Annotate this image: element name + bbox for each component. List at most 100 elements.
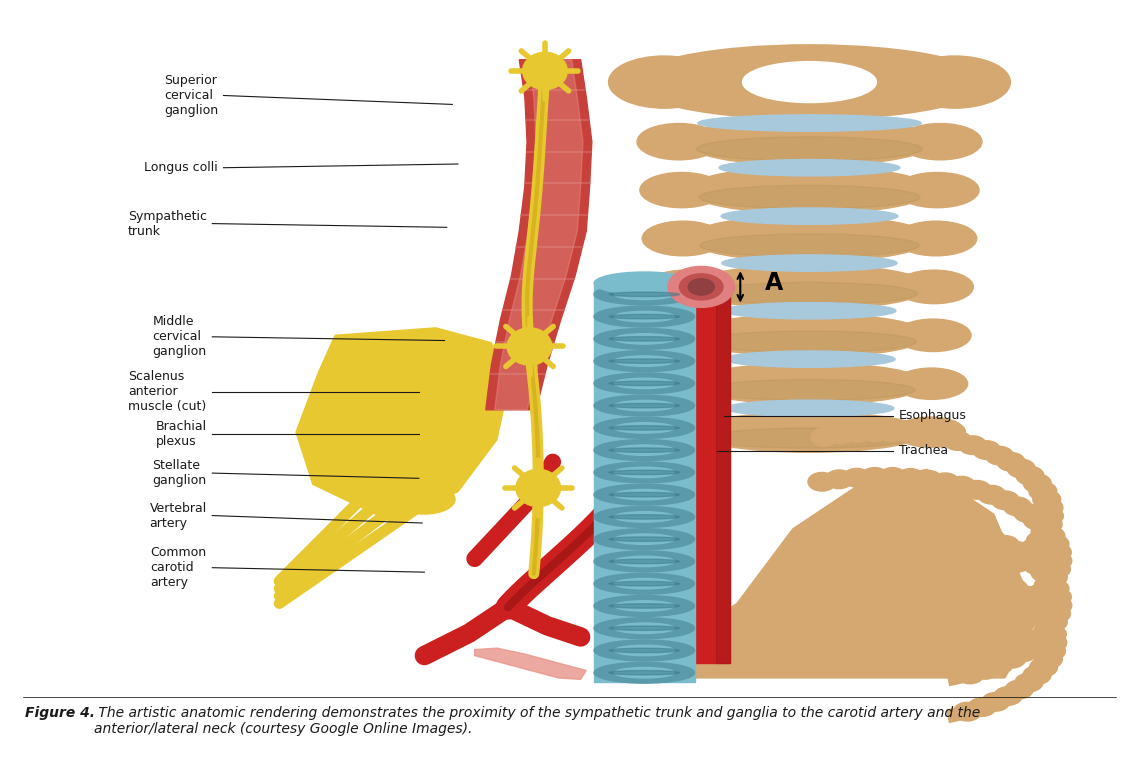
- Ellipse shape: [952, 576, 980, 594]
- Ellipse shape: [895, 550, 924, 569]
- Ellipse shape: [912, 553, 941, 571]
- Ellipse shape: [609, 337, 680, 341]
- Ellipse shape: [932, 518, 959, 537]
- Ellipse shape: [595, 272, 695, 294]
- Text: Common
carotid
artery: Common carotid artery: [150, 546, 206, 589]
- Ellipse shape: [507, 328, 551, 365]
- Ellipse shape: [743, 62, 876, 103]
- Ellipse shape: [808, 473, 836, 491]
- Ellipse shape: [948, 521, 975, 540]
- Text: Middle
cervical
ganglion: Middle cervical ganglion: [153, 315, 206, 358]
- Ellipse shape: [667, 267, 735, 307]
- Ellipse shape: [956, 620, 984, 639]
- Ellipse shape: [609, 292, 680, 296]
- Ellipse shape: [609, 359, 680, 363]
- Ellipse shape: [614, 667, 674, 678]
- Ellipse shape: [929, 555, 957, 574]
- Ellipse shape: [998, 605, 1026, 623]
- Ellipse shape: [614, 423, 674, 433]
- Ellipse shape: [394, 484, 456, 514]
- Bar: [595, 283, 695, 682]
- Ellipse shape: [595, 573, 695, 594]
- Ellipse shape: [609, 559, 680, 564]
- Ellipse shape: [1042, 560, 1071, 578]
- Ellipse shape: [972, 616, 999, 635]
- Ellipse shape: [608, 56, 720, 108]
- Ellipse shape: [895, 417, 966, 447]
- Polygon shape: [494, 60, 583, 410]
- Ellipse shape: [1029, 482, 1057, 501]
- Ellipse shape: [614, 578, 674, 589]
- Ellipse shape: [595, 529, 695, 549]
- Ellipse shape: [915, 515, 942, 534]
- Ellipse shape: [977, 530, 1006, 549]
- Ellipse shape: [614, 623, 674, 633]
- Ellipse shape: [1032, 609, 1060, 627]
- Ellipse shape: [968, 698, 995, 717]
- Ellipse shape: [827, 552, 854, 571]
- Ellipse shape: [992, 560, 1019, 578]
- Ellipse shape: [896, 469, 925, 487]
- Ellipse shape: [704, 379, 915, 401]
- Ellipse shape: [912, 426, 940, 445]
- Ellipse shape: [696, 137, 923, 161]
- Ellipse shape: [932, 473, 959, 492]
- Ellipse shape: [702, 283, 918, 305]
- Ellipse shape: [609, 404, 680, 408]
- Ellipse shape: [982, 692, 1009, 711]
- Ellipse shape: [1023, 666, 1051, 685]
- Ellipse shape: [614, 445, 674, 455]
- Ellipse shape: [1014, 549, 1042, 567]
- Ellipse shape: [1027, 584, 1056, 603]
- Ellipse shape: [614, 489, 674, 500]
- Ellipse shape: [703, 331, 917, 353]
- Ellipse shape: [1013, 546, 1040, 565]
- Polygon shape: [296, 328, 508, 521]
- Ellipse shape: [1043, 596, 1072, 615]
- Ellipse shape: [595, 506, 695, 527]
- Ellipse shape: [723, 302, 896, 319]
- Ellipse shape: [1035, 507, 1064, 525]
- Ellipse shape: [985, 446, 1014, 465]
- Ellipse shape: [1026, 531, 1055, 550]
- Ellipse shape: [895, 424, 923, 442]
- Ellipse shape: [1019, 636, 1047, 654]
- Ellipse shape: [688, 279, 714, 295]
- Ellipse shape: [977, 486, 1006, 504]
- Ellipse shape: [523, 52, 567, 90]
- Ellipse shape: [719, 160, 900, 176]
- Ellipse shape: [944, 432, 972, 451]
- Ellipse shape: [595, 417, 695, 439]
- Ellipse shape: [1027, 629, 1056, 648]
- Ellipse shape: [642, 221, 723, 256]
- Ellipse shape: [861, 467, 888, 486]
- Ellipse shape: [609, 492, 680, 497]
- Ellipse shape: [985, 655, 1013, 674]
- Ellipse shape: [1034, 576, 1063, 594]
- Ellipse shape: [1014, 504, 1042, 522]
- Ellipse shape: [609, 626, 680, 631]
- Ellipse shape: [631, 45, 988, 119]
- Ellipse shape: [810, 554, 837, 573]
- Ellipse shape: [948, 477, 975, 495]
- Ellipse shape: [648, 319, 723, 352]
- Ellipse shape: [843, 513, 870, 532]
- Ellipse shape: [1016, 467, 1044, 485]
- Ellipse shape: [614, 289, 674, 299]
- Polygon shape: [485, 60, 592, 410]
- Ellipse shape: [972, 660, 999, 679]
- Text: Scalenus
anterior
muscle (cut): Scalenus anterior muscle (cut): [129, 370, 206, 413]
- Ellipse shape: [1035, 499, 1063, 517]
- Ellipse shape: [988, 573, 1016, 591]
- Ellipse shape: [614, 645, 674, 656]
- Ellipse shape: [998, 649, 1026, 668]
- Ellipse shape: [928, 429, 956, 447]
- Ellipse shape: [1009, 598, 1038, 617]
- Ellipse shape: [705, 428, 913, 448]
- Ellipse shape: [861, 423, 888, 442]
- Ellipse shape: [1002, 553, 1031, 572]
- Ellipse shape: [724, 351, 895, 367]
- Ellipse shape: [609, 515, 680, 519]
- Ellipse shape: [956, 665, 984, 684]
- Ellipse shape: [609, 581, 680, 586]
